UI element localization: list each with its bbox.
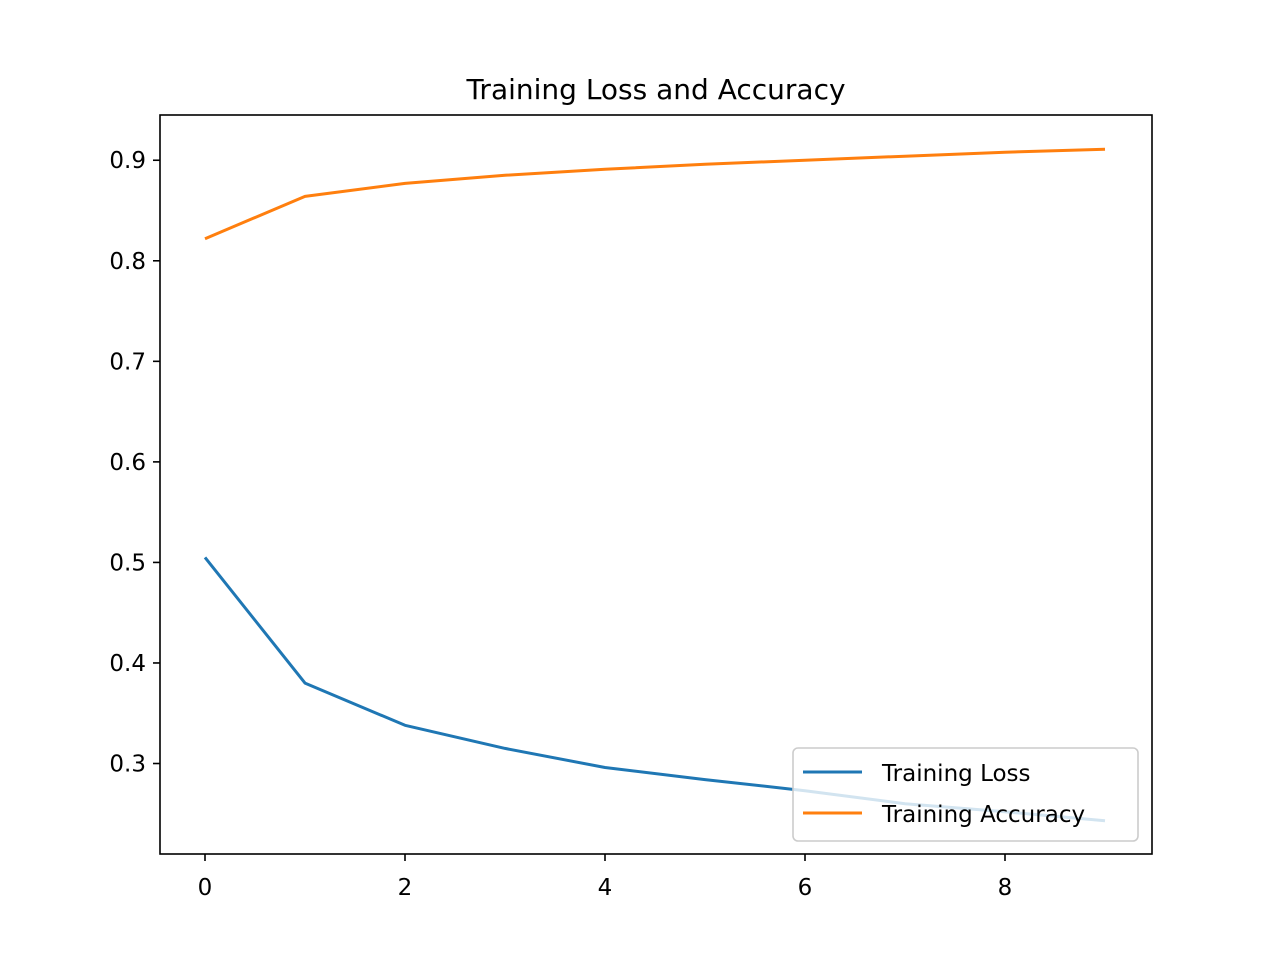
y-tick-label: 0.9 (109, 148, 146, 174)
y-tick-label: 0.3 (109, 752, 146, 778)
axes-background (160, 115, 1152, 854)
y-tick-label: 0.5 (109, 550, 146, 576)
series-line-training-accuracy (204, 147, 1106, 241)
y-tick-label: 0.4 (109, 651, 146, 677)
y-axis: 0.3 0.4 0.5 0.6 0.7 0.8 0.9 (109, 148, 160, 778)
y-tick-label: 0.7 (109, 349, 146, 375)
legend-label: Training Loss (881, 761, 1031, 787)
y-tick-label: 0.8 (109, 249, 146, 275)
chart-title: Training Loss and Accuracy (465, 73, 845, 106)
y-tick-label: 0.6 (109, 450, 146, 476)
x-tick-label: 2 (398, 875, 413, 901)
legend-entries: Training Loss Training Accuracy (803, 761, 1085, 828)
legend: Training Loss Training Accuracy (792, 747, 1139, 842)
legend-box (792, 747, 1139, 842)
x-tick-label: 8 (998, 875, 1013, 901)
plot-area (159, 114, 1153, 855)
legend-label: Training Accuracy (881, 802, 1085, 828)
axes-frame (159, 114, 1153, 855)
x-tick-label: 4 (598, 875, 613, 901)
x-tick-label: 6 (798, 875, 813, 901)
x-tick-label: 0 (198, 875, 213, 901)
x-axis: 0 2 4 6 8 (198, 854, 1013, 901)
